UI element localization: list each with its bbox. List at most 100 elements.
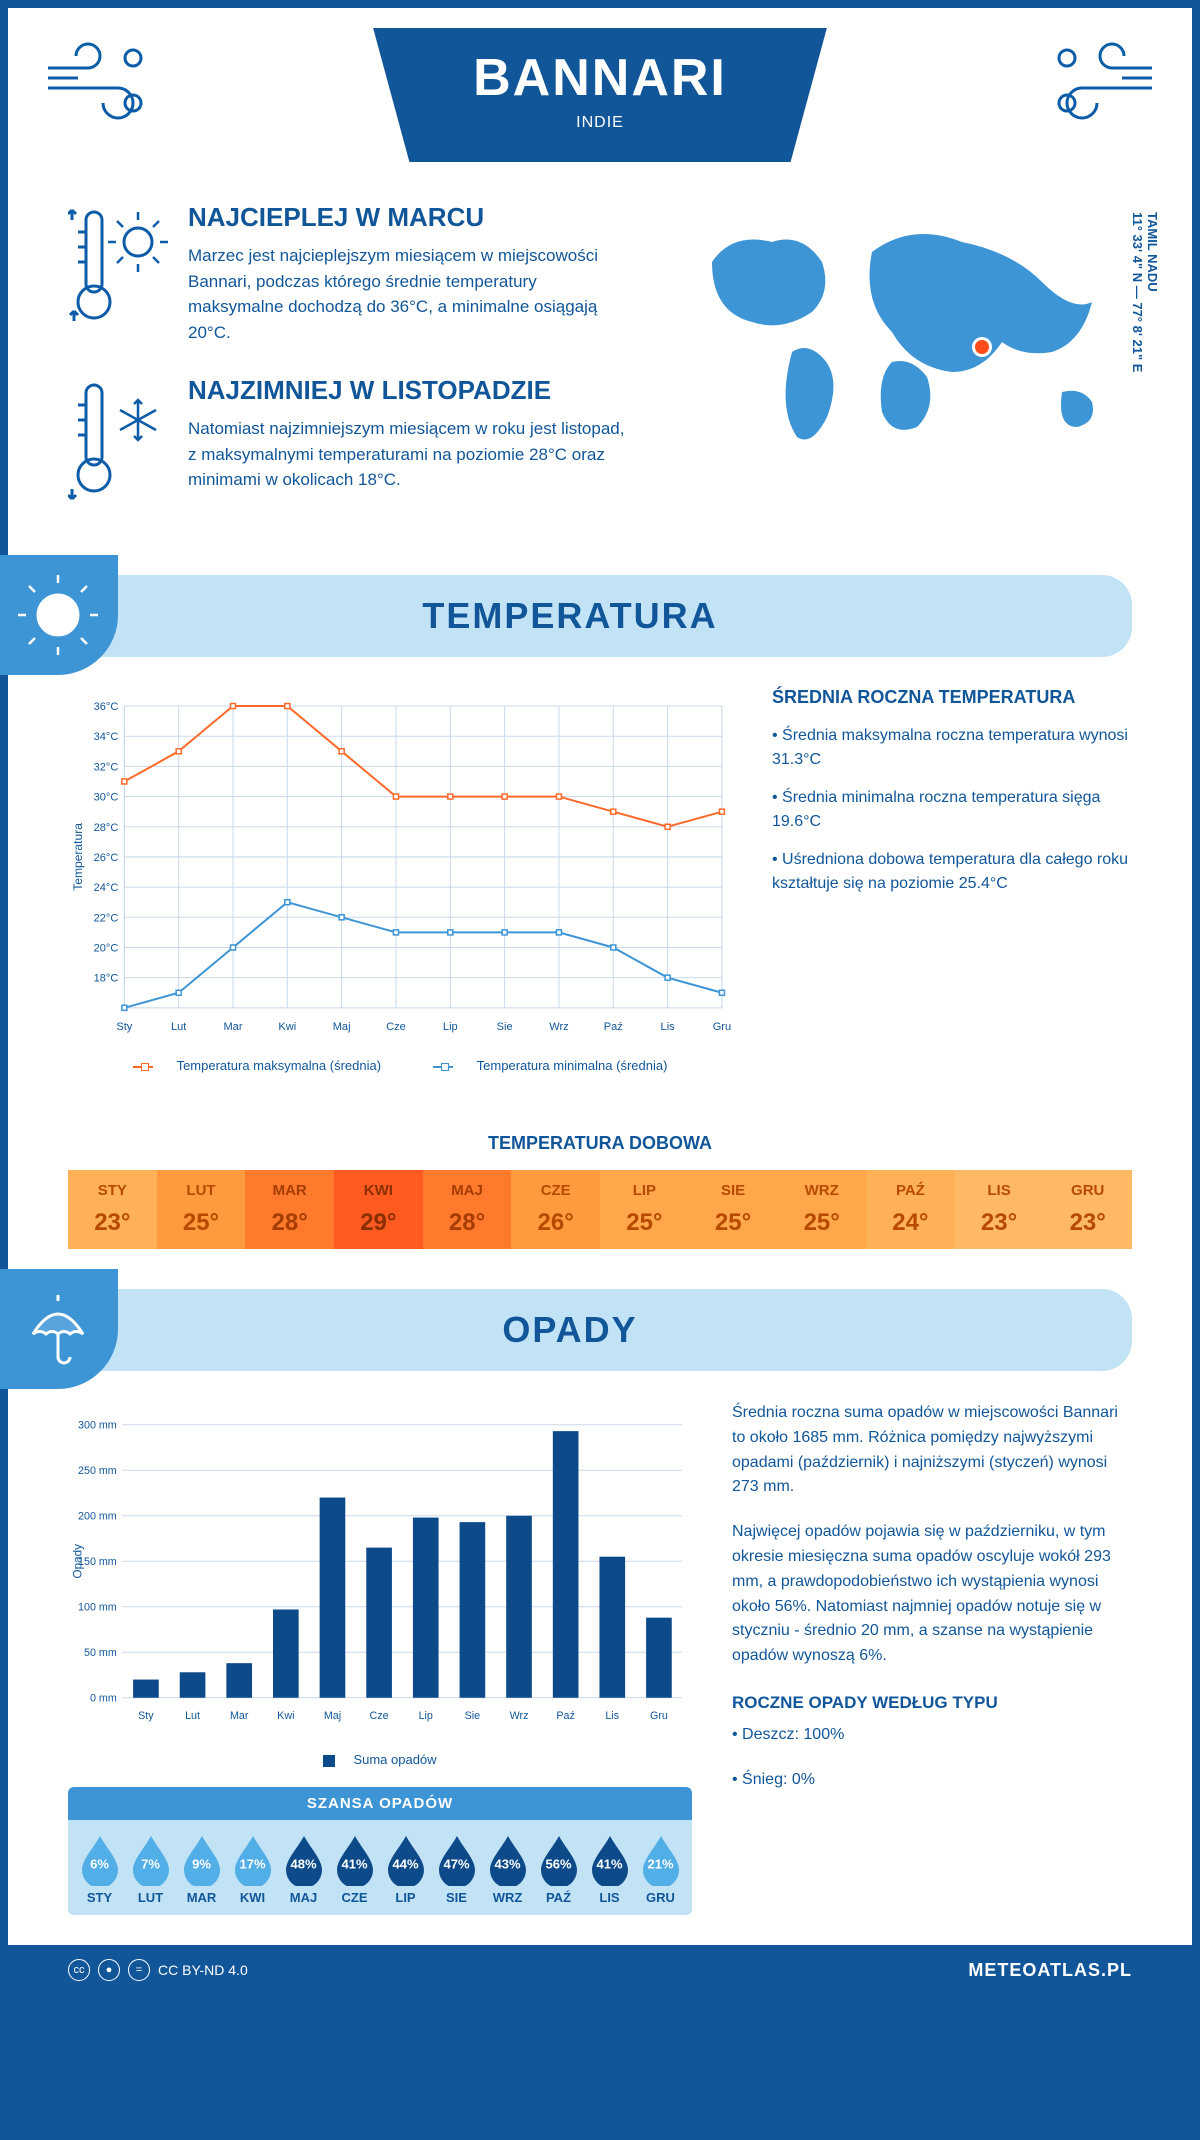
chance-cell: 41% CZE — [329, 1834, 380, 1905]
daily-cell: KWI29° — [334, 1170, 423, 1249]
svg-text:200 mm: 200 mm — [78, 1511, 117, 1523]
daily-cell: WRZ25° — [777, 1170, 866, 1249]
opady-title: OPADY — [8, 1309, 1132, 1351]
opady-type-rain: • Deszcz: 100% — [732, 1723, 1132, 1748]
svg-text:Temperatura: Temperatura — [71, 823, 85, 891]
drop-icon: 41% — [333, 1834, 377, 1886]
warmest-block: NAJCIEPLEJ W MARCU Marzec jest najcieple… — [68, 202, 632, 345]
svg-text:Gru: Gru — [650, 1710, 668, 1722]
opady-p1: Średnia roczna suma opadów w miejscowośc… — [732, 1401, 1132, 1500]
wind-icon-left — [38, 28, 178, 128]
temp-side-heading: ŚREDNIA ROCZNA TEMPERATURA — [772, 687, 1132, 708]
svg-text:Cze: Cze — [370, 1710, 389, 1722]
svg-text:22°C: 22°C — [94, 912, 119, 924]
page-title: BANNARI — [473, 48, 727, 108]
drop-icon: 17% — [231, 1834, 275, 1886]
daily-temp-row: STY23°LUT25°MAR28°KWI29°MAJ28°CZE26°LIP2… — [68, 1170, 1132, 1249]
intro-section: NAJCIEPLEJ W MARCU Marzec jest najcieple… — [8, 172, 1192, 555]
svg-text:Sie: Sie — [497, 1021, 513, 1033]
drop-icon: 44% — [384, 1834, 428, 1886]
opady-legend-label: Suma opadów — [353, 1752, 436, 1767]
coldest-title: NAJZIMNIEJ W LISTOPADZIE — [188, 375, 632, 406]
svg-text:300 mm: 300 mm — [78, 1420, 117, 1432]
svg-text:Sty: Sty — [138, 1710, 154, 1722]
legend-max: Temperatura maksymalna (średnia) — [177, 1058, 381, 1073]
drop-icon: 9% — [180, 1834, 224, 1886]
svg-text:Wrz: Wrz — [510, 1710, 529, 1722]
opady-right: Średnia roczna suma opadów w miejscowośc… — [732, 1401, 1132, 1915]
drop-icon: 43% — [486, 1834, 530, 1886]
svg-text:Mar: Mar — [230, 1710, 249, 1722]
cc-icon: cc — [68, 1959, 90, 1981]
chance-title: SZANSA OPADÓW — [68, 1787, 692, 1820]
temp-b2: • Średnia minimalna roczna temperatura s… — [772, 786, 1132, 834]
svg-text:100 mm: 100 mm — [78, 1602, 117, 1614]
sun-icon — [0, 555, 118, 675]
daily-cell: CZE26° — [511, 1170, 600, 1249]
chance-row: 6% STY 7% LUT 9% MAR 17% KWI 48% — [68, 1820, 692, 1915]
chance-cell: 48% MAJ — [278, 1834, 329, 1905]
chance-cell: 41% LIS — [584, 1834, 635, 1905]
svg-text:Maj: Maj — [324, 1710, 341, 1722]
svg-text:20°C: 20°C — [94, 943, 119, 955]
temp-body: 18°C20°C22°C24°C26°C28°C30°C32°C34°C36°C… — [8, 687, 1192, 1103]
svg-text:34°C: 34°C — [94, 731, 119, 743]
svg-text:0 mm: 0 mm — [90, 1693, 117, 1705]
daily-cell: PAŹ24° — [866, 1170, 955, 1249]
footer-brand: METEOATLAS.PL — [968, 1960, 1132, 1981]
svg-text:Mar: Mar — [223, 1021, 242, 1033]
nd-icon: = — [128, 1959, 150, 1981]
chance-cell: 43% WRZ — [482, 1834, 533, 1905]
drop-icon: 47% — [435, 1834, 479, 1886]
daily-cell: MAR28° — [245, 1170, 334, 1249]
daily-cell: LUT25° — [157, 1170, 246, 1249]
temp-chart-wrap: 18°C20°C22°C24°C26°C28°C30°C32°C34°C36°C… — [68, 687, 732, 1073]
chance-cell: 6% STY — [74, 1834, 125, 1905]
svg-text:Maj: Maj — [333, 1021, 351, 1033]
temp-b3: • Uśredniona dobowa temperatura dla całe… — [772, 848, 1132, 896]
opady-type-heading: ROCZNE OPADY WEDŁUG TYPU — [732, 1693, 1132, 1713]
warmest-text: NAJCIEPLEJ W MARCU Marzec jest najcieple… — [188, 202, 632, 345]
chance-cell: 44% LIP — [380, 1834, 431, 1905]
daily-cell: GRU23° — [1043, 1170, 1132, 1249]
svg-text:Wrz: Wrz — [549, 1021, 568, 1033]
title-block: BANNARI INDIE — [373, 28, 827, 162]
opady-legend: Suma opadów — [68, 1752, 692, 1767]
region-label: TAMIL NADU — [1145, 212, 1160, 360]
umbrella-icon — [0, 1269, 118, 1389]
precipitation-bar-chart: 0 mm50 mm100 mm150 mm200 mm250 mm300 mmS… — [68, 1401, 692, 1741]
drop-icon: 7% — [129, 1834, 173, 1886]
drop-icon: 6% — [78, 1834, 122, 1886]
svg-text:Gru: Gru — [713, 1021, 731, 1033]
svg-text:Lip: Lip — [443, 1021, 458, 1033]
chance-cell: 17% KWI — [227, 1834, 278, 1905]
chance-cell: 47% SIE — [431, 1834, 482, 1905]
temperature-line-chart: 18°C20°C22°C24°C26°C28°C30°C32°C34°C36°C… — [68, 687, 732, 1047]
daily-temp-title: TEMPERATURA DOBOWA — [8, 1133, 1192, 1154]
thermometer-snow-icon — [68, 375, 168, 505]
footer: cc ● = CC BY-ND 4.0 METEOATLAS.PL — [8, 1945, 1192, 1995]
warmest-title: NAJCIEPLEJ W MARCU — [188, 202, 632, 233]
temp-b1: • Średnia maksymalna roczna temperatura … — [772, 724, 1132, 772]
by-icon: ● — [98, 1959, 120, 1981]
svg-text:Paź: Paź — [604, 1021, 623, 1033]
svg-text:Sie: Sie — [465, 1710, 481, 1722]
svg-text:50 mm: 50 mm — [84, 1647, 117, 1659]
svg-text:18°C: 18°C — [94, 973, 119, 985]
coldest-block: NAJZIMNIEJ W LISTOPADZIE Natomiast najzi… — [68, 375, 632, 505]
svg-text:24°C: 24°C — [94, 882, 119, 894]
temp-side: ŚREDNIA ROCZNA TEMPERATURA • Średnia mak… — [772, 687, 1132, 1073]
svg-text:26°C: 26°C — [94, 852, 119, 864]
svg-text:Paź: Paź — [556, 1710, 574, 1722]
opady-p2: Najwięcej opadów pojawia się w październ… — [732, 1520, 1132, 1669]
drop-icon: 41% — [588, 1834, 632, 1886]
thermometer-sun-icon — [68, 202, 168, 332]
svg-text:32°C: 32°C — [94, 761, 119, 773]
svg-text:Lip: Lip — [419, 1710, 433, 1722]
drop-icon: 48% — [282, 1834, 326, 1886]
chance-cell: 9% MAR — [176, 1834, 227, 1905]
temp-section-header: TEMPERATURA — [8, 575, 1132, 657]
svg-text:Kwi: Kwi — [277, 1710, 294, 1722]
license-block: cc ● = CC BY-ND 4.0 — [68, 1959, 248, 1981]
svg-text:Lis: Lis — [661, 1021, 676, 1033]
